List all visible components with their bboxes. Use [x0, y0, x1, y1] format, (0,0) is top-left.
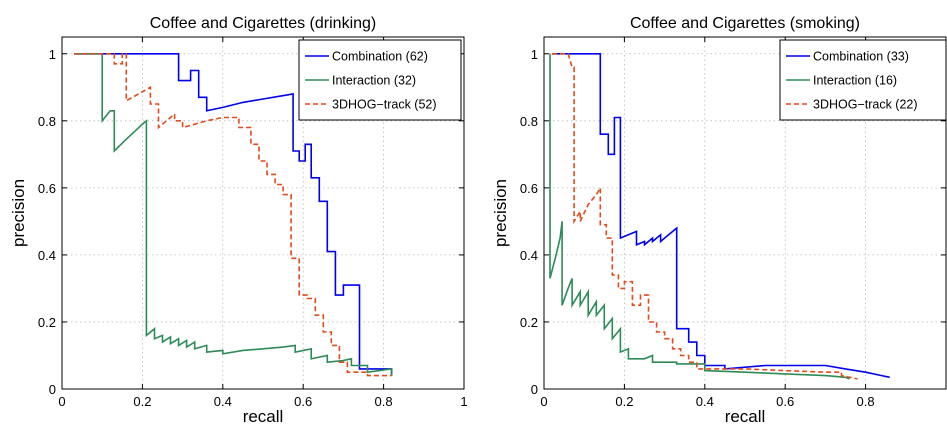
- axes-frame: [61, 36, 465, 390]
- x-tick-label: 0.6: [776, 394, 794, 409]
- series-group: [74, 53, 393, 377]
- ticks: 0 0.2 0.4 0.6 0.8 1 0 0.2 0.4 0.6 0.8 1: [38, 37, 468, 409]
- series-line-1: [74, 53, 393, 376]
- series-line-2: [549, 53, 850, 380]
- x-tick-label: 0.6: [294, 394, 312, 409]
- x-tick-label: 1: [460, 394, 467, 409]
- y-tick-label: 0.6: [520, 181, 538, 196]
- series-line-3: [74, 53, 392, 377]
- y-tick-label: 0.2: [520, 315, 538, 330]
- chart-drinking: 0 0.2 0.4 0.6 0.8 1 0 0.2 0.4 0.6 0.8 1 Coffee and …: [9, 15, 468, 426]
- y-axis-label: precision: [491, 179, 510, 247]
- y-tick-label: 0.6: [38, 181, 56, 196]
- legend-label: 3DHOG−track (22): [813, 98, 918, 112]
- series-line-3: [552, 53, 858, 380]
- x-tick-label: 0: [540, 394, 547, 409]
- x-tick-label: 0.2: [615, 394, 633, 409]
- x-tick-label: 0.2: [133, 394, 151, 409]
- y-tick-label: 0.4: [38, 248, 56, 263]
- series-line-1: [552, 53, 890, 379]
- x-tick-label: 0.4: [696, 394, 714, 409]
- x-tick-label: 0.4: [214, 394, 232, 409]
- series-group: [549, 53, 890, 380]
- x-tick-label: 0.8: [857, 394, 875, 409]
- x-axis-label: recall: [725, 407, 766, 426]
- y-tick-label: 1: [49, 47, 56, 62]
- axes-frame: [543, 36, 947, 390]
- legend-label: Interaction (32): [332, 74, 416, 88]
- x-tick-label: 0: [58, 394, 65, 409]
- series-line-2: [74, 53, 393, 376]
- legend: Combination (33) Interaction (16) 3DHOG−tr…: [779, 39, 947, 121]
- chart-title: Coffee and Cigarettes (drinking): [150, 15, 377, 32]
- y-tick-label: 0: [531, 382, 538, 397]
- y-tick-label: 0.2: [38, 315, 56, 330]
- y-tick-label: 1: [531, 47, 538, 62]
- legend-label: 3DHOG−track (52): [332, 98, 437, 112]
- ticks: 0 0.2 0.4 0.6 0.8 0 0.2 0.4 0.6 0.8 1: [520, 37, 947, 409]
- y-tick-label: 0: [49, 382, 56, 397]
- y-axis-label: precision: [9, 179, 28, 247]
- chart-smoking: 0 0.2 0.4 0.6 0.8 0 0.2 0.4 0.6 0.8 1 Coffee and C…: [491, 15, 947, 426]
- y-tick-label: 0.8: [38, 114, 56, 129]
- y-tick-label: 0.8: [520, 114, 538, 129]
- chart-title: Coffee and Cigarettes (smoking): [630, 15, 860, 32]
- legend-label: Interaction (16): [813, 74, 897, 88]
- y-tick-label: 0.4: [520, 248, 538, 263]
- x-axis-label: recall: [243, 407, 284, 426]
- legend: Combination (62) Interaction (32) 3DHOG−tr…: [298, 39, 462, 121]
- x-tick-label: 0.8: [375, 394, 393, 409]
- legend-label: Combination (62): [332, 50, 428, 64]
- legend-label: Combination (33): [813, 50, 909, 64]
